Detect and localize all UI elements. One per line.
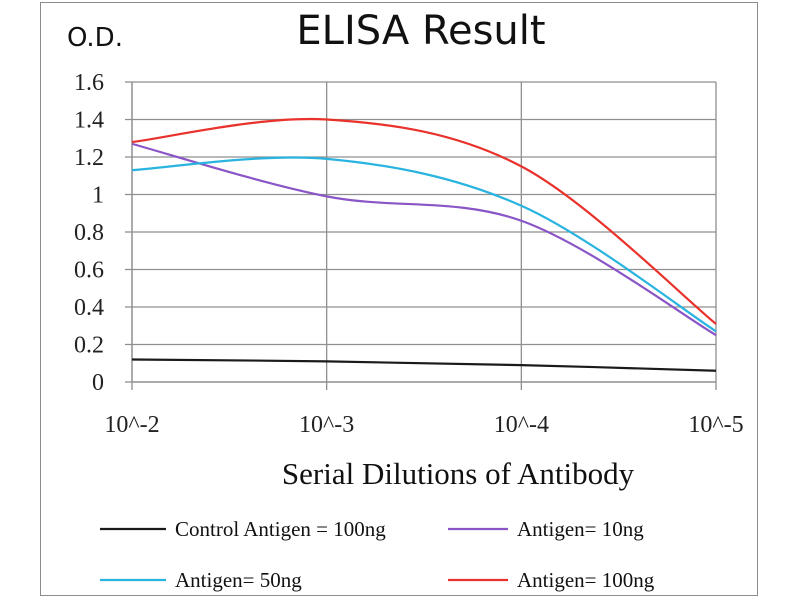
chart-frame <box>40 2 758 596</box>
y-tick-label: 0.6 <box>74 258 104 284</box>
legend-item: Control Antigen = 100ng <box>100 517 386 541</box>
y-tick-labels: 0 0.2 0.4 0.6 0.8 1 1.2 1.4 1.6 <box>74 70 104 396</box>
y-tick-label: 0.8 <box>74 220 104 246</box>
grid <box>132 81 717 382</box>
y-tick-label: 1.4 <box>74 108 104 134</box>
axes <box>125 81 717 390</box>
y-tick-label: 1.6 <box>74 70 104 96</box>
legend-label: Antigen= 50ng <box>175 568 302 592</box>
legend-label: Control Antigen = 100ng <box>175 517 386 541</box>
x-tick-label: 10^-4 <box>494 412 549 438</box>
x-tick-label: 10^-2 <box>104 412 159 438</box>
series-lines <box>131 117 717 372</box>
x-tick-label: 10^-3 <box>299 412 354 438</box>
legend-item: Antigen= 100ng <box>448 568 655 592</box>
y-tick-label: 1.2 <box>74 145 104 171</box>
y-tick-label: 0.2 <box>74 333 104 359</box>
legend: Control Antigen = 100ng Antigen= 10ng Anti… <box>100 517 655 592</box>
y-tick-label: 1 <box>92 183 104 209</box>
y-axis-label: O.D. <box>67 23 123 53</box>
legend-item: Antigen= 10ng <box>448 517 644 541</box>
series-line-control-antigen-100ng <box>131 358 717 372</box>
x-axis-label: Serial Dilutions of Antibody <box>282 456 635 491</box>
series-line-antigen-10ng <box>131 142 717 337</box>
x-tick-labels: 10^-2 10^-3 10^-4 10^-5 <box>104 412 743 438</box>
chart-title: ELISA Result <box>296 8 545 54</box>
y-tick-label: 0 <box>92 370 104 396</box>
legend-item: Antigen= 50ng <box>100 568 302 592</box>
legend-label: Antigen= 100ng <box>517 568 655 592</box>
series-line-antigen-100ng <box>131 117 717 325</box>
y-tick-label: 0.4 <box>74 295 104 321</box>
series-line-antigen-50ng <box>131 156 717 333</box>
legend-label: Antigen= 10ng <box>517 517 644 541</box>
x-tick-label: 10^-5 <box>688 412 743 438</box>
